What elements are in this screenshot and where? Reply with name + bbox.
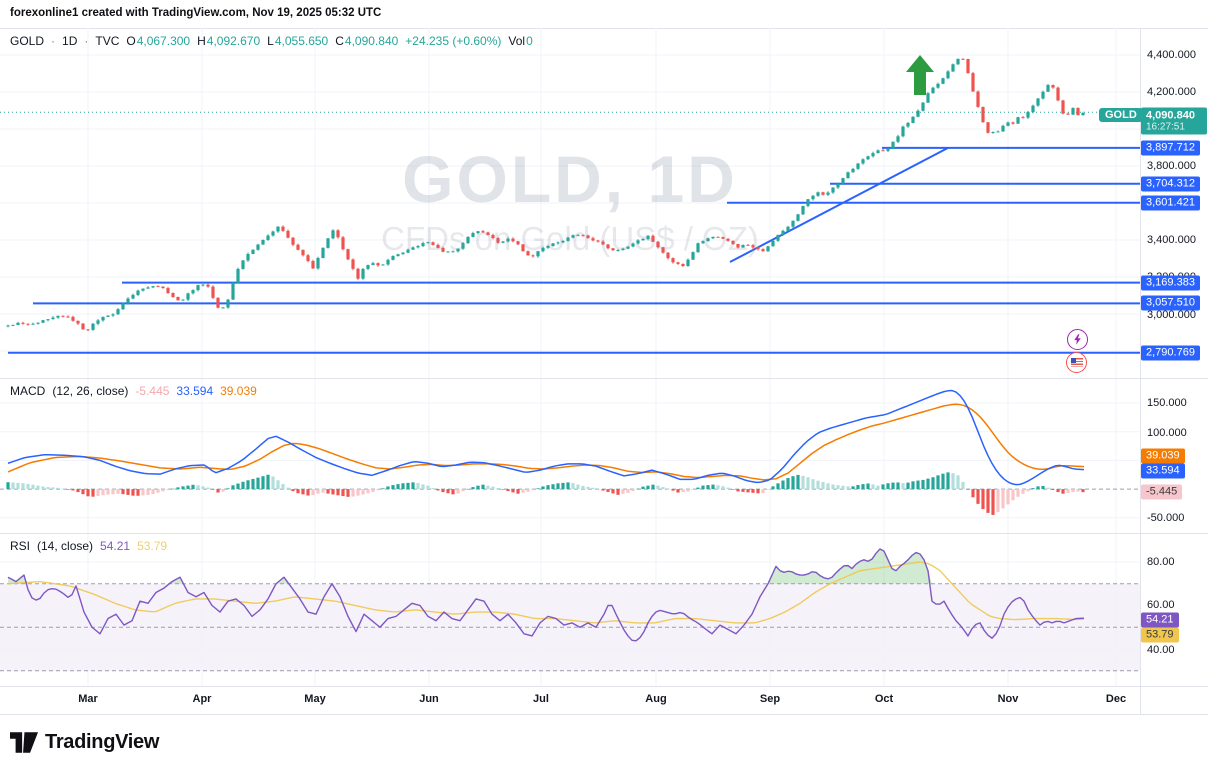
level-price-label: 2,790.769 bbox=[1141, 345, 1200, 361]
ohlc-low: L 4,055.650 bbox=[267, 34, 329, 48]
price-pane-canvas[interactable] bbox=[0, 28, 1140, 378]
time-axis-separator bbox=[0, 686, 1208, 687]
macd-line-value: 33.594 bbox=[176, 384, 214, 398]
lightning-bolt-icon bbox=[1074, 334, 1081, 345]
legend-symbol[interactable]: GOLD bbox=[10, 34, 45, 48]
rsi-pane-canvas[interactable] bbox=[0, 533, 1140, 686]
brand-name: TradingView bbox=[45, 731, 160, 753]
candles-group bbox=[6, 58, 1085, 331]
macd-params: (12, 26, close) bbox=[52, 384, 129, 398]
price-change: +24.235 (+0.60%) bbox=[405, 34, 502, 48]
macd-title[interactable]: MACD bbox=[10, 384, 46, 398]
time-axis-month-label: Oct bbox=[874, 693, 894, 705]
macd-signal-value: 39.039 bbox=[220, 384, 257, 398]
level-price-label: 3,704.312 bbox=[1141, 176, 1200, 192]
level-price-label: 3,897.712 bbox=[1141, 140, 1200, 156]
time-axis-month-label: Nov bbox=[997, 693, 1019, 705]
rsi-ma-value: 53.79 bbox=[137, 539, 168, 553]
macd-hist-value: -5.445 bbox=[135, 384, 170, 398]
events-lightning-icon[interactable] bbox=[1067, 329, 1088, 350]
time-axis-month-label: Sep bbox=[759, 693, 781, 705]
bottom-separator bbox=[0, 714, 1208, 715]
ohlc-open: O 4,067.300 bbox=[126, 34, 191, 48]
level-price-label: 3,601.421 bbox=[1141, 195, 1200, 211]
attribution-header: forexonline1 created with TradingView.co… bbox=[10, 7, 382, 19]
economic-event-flag-icon[interactable] bbox=[1066, 352, 1087, 373]
price-scale-separator bbox=[1140, 28, 1141, 714]
level-price-label: 39.039 bbox=[1141, 448, 1185, 464]
rsi-value: 54.21 bbox=[100, 539, 131, 553]
axis-label: 100.000 bbox=[1147, 427, 1187, 439]
macd-pane-canvas[interactable] bbox=[0, 378, 1140, 533]
us-flag-icon bbox=[1070, 358, 1083, 367]
time-axis-month-label: Mar bbox=[78, 693, 98, 705]
time-axis-month-label: Apr bbox=[192, 693, 212, 705]
time-axis-month-label: Jul bbox=[533, 693, 549, 705]
last-price-label: 4,090.840 16:27:51 bbox=[1141, 107, 1207, 135]
tradingview-logo[interactable]: TradingView bbox=[10, 731, 159, 754]
legend-exchange[interactable]: TVC bbox=[95, 34, 120, 48]
axis-label: 150.000 bbox=[1147, 397, 1187, 409]
trendline bbox=[729, 146, 949, 263]
level-price-label: 53.79 bbox=[1141, 627, 1179, 643]
rsi-legend[interactable]: RSI (14, close) 54.21 53.79 bbox=[10, 539, 167, 553]
up-arrow-marker bbox=[906, 55, 934, 95]
legend-timeframe[interactable]: 1D bbox=[62, 34, 78, 48]
level-price-label: 54.21 bbox=[1141, 612, 1179, 628]
header-separator bbox=[0, 28, 1208, 29]
tradingview-mark-icon bbox=[10, 732, 38, 753]
time-axis-month-label: Dec bbox=[1105, 693, 1127, 705]
last-price-value: 4,090.840 bbox=[1146, 109, 1195, 122]
time-axis-month-label: Jun bbox=[419, 693, 439, 705]
axis-label: 3,000.000 bbox=[1147, 309, 1196, 321]
level-price-label: 3,169.383 bbox=[1141, 275, 1200, 291]
level-price-label: 3,057.510 bbox=[1141, 295, 1200, 311]
rsi-pane-separator[interactable] bbox=[0, 533, 1208, 534]
bar-countdown: 16:27:51 bbox=[1146, 121, 1185, 133]
axis-label: 40.00 bbox=[1147, 644, 1175, 656]
time-axis-month-label: May bbox=[304, 693, 326, 705]
legend-separator: · bbox=[51, 34, 56, 48]
axis-label: -50.000 bbox=[1147, 512, 1185, 524]
level-price-label: 33.594 bbox=[1141, 463, 1185, 479]
axis-label: 4,400.000 bbox=[1147, 49, 1196, 61]
axis-label: 3,400.000 bbox=[1147, 234, 1196, 246]
macd-histogram bbox=[6, 472, 1085, 515]
ohlc-close: C 4,090.840 bbox=[335, 34, 399, 48]
time-axis-month-label: Aug bbox=[645, 693, 667, 705]
rsi-title[interactable]: RSI bbox=[10, 539, 31, 553]
level-price-label: -5.445 bbox=[1141, 484, 1183, 500]
rsi-params: (14, close) bbox=[37, 539, 94, 553]
volume-readout: Vol 0 bbox=[508, 34, 533, 48]
macd-pane-separator[interactable] bbox=[0, 378, 1208, 379]
macd-legend[interactable]: MACD (12, 26, close) -5.445 33.594 39.03… bbox=[10, 384, 257, 398]
axis-label: 3,800.000 bbox=[1147, 160, 1196, 172]
ticker-price-tag: GOLD bbox=[1099, 108, 1143, 122]
rsi-overbought-fill bbox=[8, 548, 1086, 584]
ohlc-high: H 4,092.670 bbox=[197, 34, 261, 48]
legend-separator: · bbox=[84, 34, 89, 48]
axis-label: 60.00 bbox=[1147, 599, 1175, 611]
axis-label: 4,200.000 bbox=[1147, 86, 1196, 98]
axis-label: 80.00 bbox=[1147, 556, 1175, 568]
